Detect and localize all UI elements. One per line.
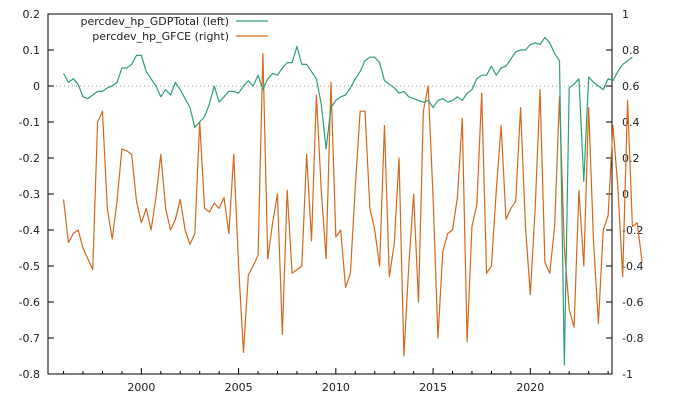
left-tick-label: -0.1 xyxy=(19,116,40,129)
right-tick-label: 0.8 xyxy=(622,44,640,57)
left-tick-label: -0.8 xyxy=(19,368,40,381)
right-tick-label: -0.6 xyxy=(622,296,643,309)
left-tick-label: -0.6 xyxy=(19,296,40,309)
x-axis-ticks: 2000 2005 2010 2015 2020 xyxy=(63,368,609,394)
legend-label-gdp-total: percdev_hp_GDPTotal (left) xyxy=(80,15,229,28)
x-tick-label: 2005 xyxy=(225,381,253,394)
x-tick-label: 2020 xyxy=(516,381,544,394)
left-tick-label: -0.3 xyxy=(19,188,40,201)
right-tick-label: -0.4 xyxy=(622,260,643,273)
legend: percdev_hp_GDPTotal (left) percdev_hp_GF… xyxy=(80,15,268,43)
plot-border xyxy=(47,13,613,375)
series-line-gdp-total xyxy=(63,36,633,366)
left-tick-label: -0.2 xyxy=(19,152,40,165)
left-tick-label: -0.4 xyxy=(19,224,40,237)
x-tick-label: 2010 xyxy=(322,381,350,394)
left-tick-label: 0 xyxy=(33,80,40,93)
series-line-gfce xyxy=(62,52,643,357)
left-tick-label: -0.7 xyxy=(19,332,40,345)
right-tick-label: -0.8 xyxy=(622,332,643,345)
left-tick-label: -0.5 xyxy=(19,260,40,273)
right-tick-label: 1 xyxy=(622,8,629,21)
right-tick-label: 0.4 xyxy=(622,116,640,129)
x-tick-label: 2000 xyxy=(127,381,155,394)
plot-frame xyxy=(47,13,613,375)
series-layer xyxy=(62,36,643,366)
x-tick-label: 2015 xyxy=(419,381,447,394)
left-axis-ticks: 0.2 0.1 0 -0.1 -0.2 -0.3 -0.4 -0.5 -0.6 -0.7 -0.8 xyxy=(19,8,54,381)
legend-label-gfce: percdev_hp_GFCE (right) xyxy=(92,30,229,43)
right-tick-label: 0.6 xyxy=(622,80,640,93)
right-tick-label: 0.2 xyxy=(622,152,640,165)
left-tick-label: 0.1 xyxy=(23,44,41,57)
left-tick-label: 0.2 xyxy=(23,8,41,21)
right-tick-label: -1 xyxy=(622,368,633,381)
